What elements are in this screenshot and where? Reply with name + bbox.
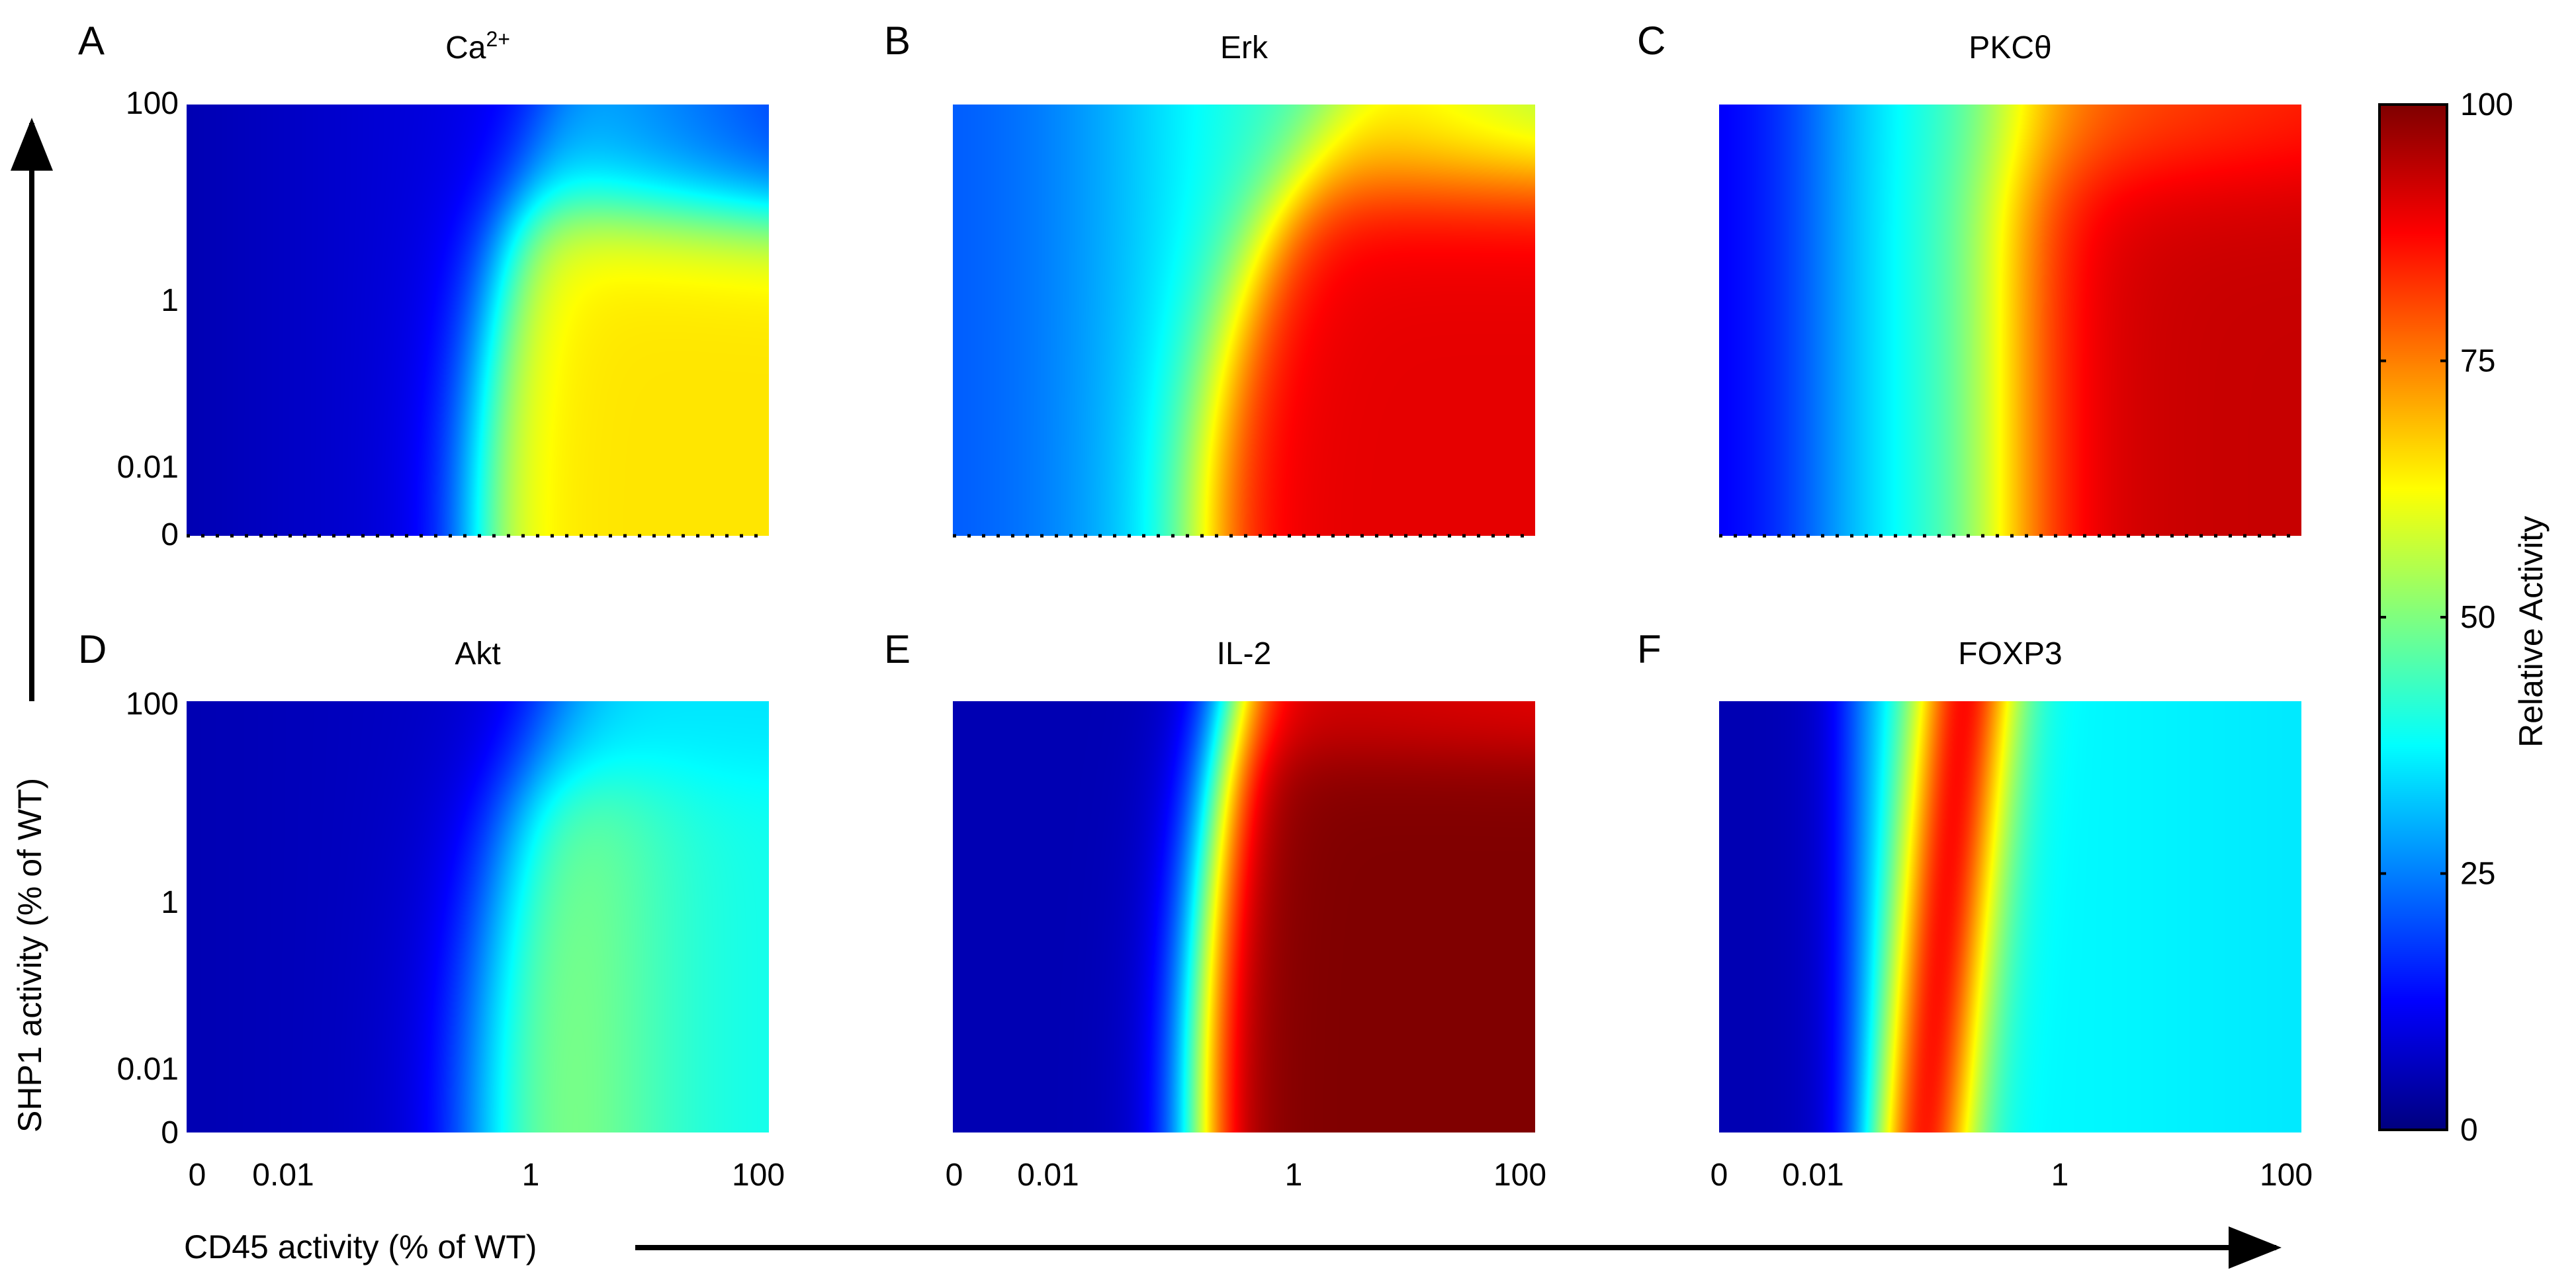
colorbar-label: Relative Activity [2512, 516, 2550, 748]
y-tick-label: 0.01 [117, 1052, 179, 1087]
y-tick-label: 100 [126, 687, 179, 722]
panel-title-ca: Ca2+ [445, 27, 510, 65]
y-tick-label: 0 [161, 517, 179, 552]
y-tick-label: 1 [161, 283, 179, 318]
y-axis-label: SHP1 activity (% of WT) [11, 778, 48, 1132]
panel-title-foxp3: FOXP3 [1958, 636, 2062, 671]
x-tick-label: 100 [2260, 1158, 2313, 1193]
colorbar-tick-label: 25 [2460, 857, 2495, 892]
panel-title-il2: IL-2 [1217, 636, 1272, 671]
x-tick-label: 100 [732, 1158, 785, 1193]
panel-letter-e: E [884, 627, 910, 671]
panel-letter-a: A [78, 19, 105, 63]
x-tick-label: 0 [946, 1158, 963, 1193]
panel-letter-f: F [1637, 627, 1662, 671]
y-tick-label: 0.01 [117, 450, 179, 485]
heatmap-ca [187, 105, 769, 536]
x-tick-label: 0.01 [1782, 1158, 1843, 1193]
panel-letter-b: B [884, 19, 910, 63]
panel-letter-d: D [78, 627, 107, 671]
colorbar-frame [2378, 103, 2448, 1131]
heatmap-akt [187, 701, 769, 1132]
y-tick-label: 0 [161, 1115, 179, 1150]
colorbar-tick-label: 100 [2460, 87, 2513, 122]
colorbar [2379, 105, 2447, 1130]
x-tick-label: 1 [1285, 1158, 1303, 1193]
panel-title-pkc: PKCθ [1969, 30, 2051, 65]
y-tick-label: 1 [161, 885, 179, 920]
colorbar-tick-label: 75 [2460, 344, 2495, 379]
x-tick-label: 1 [2051, 1158, 2069, 1193]
panel-title-akt: Akt [455, 636, 500, 671]
heatmap-foxp3 [1719, 701, 2301, 1132]
colorbar-tick-label: 50 [2460, 600, 2495, 635]
heatmap-il2 [953, 701, 1535, 1132]
y-tick-label: 100 [126, 86, 179, 121]
colorbar-ticks: 0 25 50 75 100 [2379, 87, 2513, 1148]
panel-letter-c: C [1637, 19, 1666, 63]
x-tick-label: 0 [1710, 1158, 1728, 1193]
x-tick-label: 100 [1493, 1158, 1546, 1193]
panel-title-erk: Erk [1220, 30, 1268, 65]
heatmap-pkc [1719, 105, 2301, 536]
colorbar-tick-label: 0 [2460, 1113, 2478, 1148]
x-tick-label: 0 [189, 1158, 206, 1193]
x-tick-label: 0.01 [1017, 1158, 1079, 1193]
heatmap-erk [953, 105, 1535, 536]
x-tick-label: 1 [522, 1158, 540, 1193]
x-tick-label: 0.01 [252, 1158, 314, 1193]
x-axis-label: CD45 activity (% of WT) [184, 1228, 537, 1265]
